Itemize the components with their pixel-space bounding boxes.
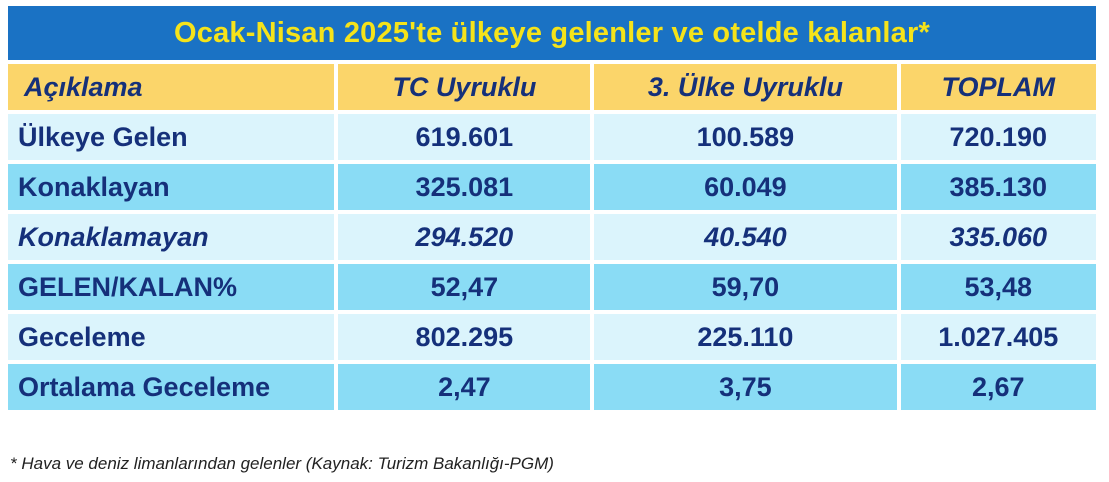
row-label: Konaklamayan: [8, 214, 335, 260]
row-label: Geceleme: [8, 314, 335, 360]
header-tc: TC Uyruklu: [338, 64, 591, 110]
table-row: Ülkeye Gelen 619.601 100.589 720.190: [8, 114, 1096, 160]
cell-other: 3,75: [594, 364, 897, 410]
header-description: Açıklama: [8, 64, 335, 110]
cell-total: 53,48: [900, 264, 1096, 310]
cell-other: 60.049: [594, 164, 897, 210]
table-container: Ocak-Nisan 2025'te ülkeye gelenler ve ot…: [8, 6, 1096, 414]
table-row: Konaklamayan 294.520 40.540 335.060: [8, 214, 1096, 260]
cell-tc: 2,47: [338, 364, 591, 410]
cell-other: 40.540: [594, 214, 897, 260]
cell-tc: 802.295: [338, 314, 591, 360]
row-label: Ülkeye Gelen: [8, 114, 335, 160]
cell-tc: 325.081: [338, 164, 591, 210]
cell-total: 385.130: [900, 164, 1096, 210]
header-total: TOPLAM: [900, 64, 1096, 110]
table-title: Ocak-Nisan 2025'te ülkeye gelenler ve ot…: [8, 6, 1096, 60]
table-row: Konaklayan 325.081 60.049 385.130: [8, 164, 1096, 210]
table-row: GELEN/KALAN% 52,47 59,70 53,48: [8, 264, 1096, 310]
cell-tc: 294.520: [338, 214, 591, 260]
cell-total: 2,67: [900, 364, 1096, 410]
cell-total: 335.060: [900, 214, 1096, 260]
cell-other: 100.589: [594, 114, 897, 160]
data-table: Açıklama TC Uyruklu 3. Ülke Uyruklu TOPL…: [4, 60, 1100, 414]
footnote: * Hava ve deniz limanlarından gelenler (…: [10, 454, 554, 473]
row-label: Ortalama Geceleme: [8, 364, 335, 410]
cell-total: 1.027.405: [900, 314, 1096, 360]
row-label: GELEN/KALAN%: [8, 264, 335, 310]
cell-tc: 619.601: [338, 114, 591, 160]
header-other: 3. Ülke Uyruklu: [594, 64, 897, 110]
cell-total: 720.190: [900, 114, 1096, 160]
table-row: Ortalama Geceleme 2,47 3,75 2,67: [8, 364, 1096, 410]
header-row: Açıklama TC Uyruklu 3. Ülke Uyruklu TOPL…: [8, 64, 1096, 110]
row-label: Konaklayan: [8, 164, 335, 210]
cell-other: 59,70: [594, 264, 897, 310]
table-row: Geceleme 802.295 225.110 1.027.405: [8, 314, 1096, 360]
cell-tc: 52,47: [338, 264, 591, 310]
cell-other: 225.110: [594, 314, 897, 360]
